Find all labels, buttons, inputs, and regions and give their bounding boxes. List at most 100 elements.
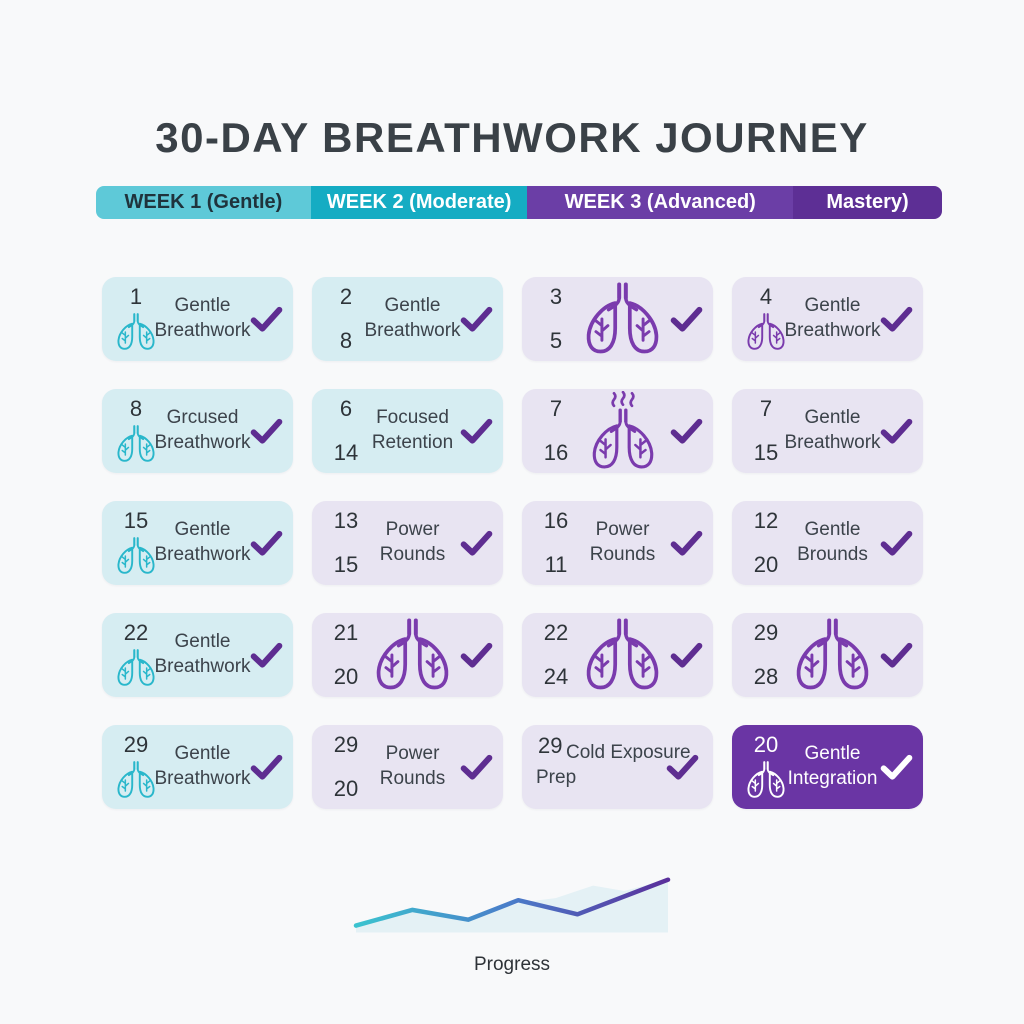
day-number: 29 xyxy=(123,732,149,757)
day-number: 12 xyxy=(753,508,779,533)
day-label: Power Rounds xyxy=(379,743,446,789)
check-icon xyxy=(455,530,493,556)
day-card: 12 20 Gentle Brounds xyxy=(732,501,923,585)
check-icon xyxy=(875,754,913,780)
day-label: Gentle Breathwork xyxy=(784,407,881,453)
day-number: 4 xyxy=(759,284,773,309)
day-number: 15 xyxy=(753,440,779,465)
day-label: Power Rounds xyxy=(379,519,446,565)
day-number: 28 xyxy=(753,664,779,689)
lungs-icon xyxy=(117,425,155,462)
progress-label: Progress xyxy=(473,954,551,975)
lungs-icon xyxy=(117,761,155,798)
check-icon xyxy=(455,642,493,668)
day-label: Focused Retention xyxy=(371,407,454,453)
check-icon xyxy=(245,754,283,780)
week-4-header: Mastery) xyxy=(793,186,942,219)
day-card: 22 24 xyxy=(522,613,713,697)
day-number: 20 xyxy=(333,776,359,801)
day-card: 16 11 Power Rounds xyxy=(522,501,713,585)
day-number: 7 xyxy=(759,396,773,421)
day-card: 8 Grcused Breathwork xyxy=(102,389,293,473)
week-1-header: WEEK 1 (Gentle) xyxy=(96,186,311,219)
check-icon xyxy=(666,754,699,780)
lungs-icon xyxy=(586,618,659,690)
day-number: 21 xyxy=(333,620,359,645)
day-label: Power Rounds xyxy=(589,519,656,565)
check-icon xyxy=(665,418,703,444)
progress-chart-svg xyxy=(353,877,671,934)
day-number: 3 xyxy=(549,284,563,309)
day-number: 29 xyxy=(538,733,563,758)
day-label: Gentle Integration xyxy=(787,743,878,789)
lungs-steam-icon xyxy=(587,391,659,472)
day-number: 16 xyxy=(543,508,569,533)
day-card: 4 Gentle Breathwork xyxy=(732,277,923,361)
day-label: Cold Exposure Prep xyxy=(536,742,691,788)
day-card: 29 20 Power Rounds xyxy=(312,725,503,809)
day-card: 21 20 xyxy=(312,613,503,697)
day-card: 15 Gentle Breathwork xyxy=(102,501,293,585)
day-number: 11 xyxy=(544,552,568,577)
lungs-icon xyxy=(586,282,659,354)
day-number: 20 xyxy=(333,664,359,689)
check-icon xyxy=(875,530,913,556)
week-3-header: WEEK 3 (Advanced) xyxy=(527,186,794,219)
day-grid: 1 Gentle Breathwork 2 8 Gentle Breathwork 3 5 4… xyxy=(102,277,923,809)
lungs-icon xyxy=(796,618,869,690)
progress-chart: Progress xyxy=(0,870,1024,976)
check-icon xyxy=(455,306,493,332)
day-number: 8 xyxy=(129,396,143,421)
day-label: Gentle Breathwork xyxy=(154,743,251,789)
day-number: 15 xyxy=(123,508,149,533)
day-card: 1 Gentle Breathwork xyxy=(102,277,293,361)
day-number: 14 xyxy=(333,440,359,465)
check-icon xyxy=(455,754,493,780)
day-card: 2 8 Gentle Breathwork xyxy=(312,277,503,361)
check-icon xyxy=(245,306,283,332)
day-number: 6 xyxy=(339,396,353,421)
day-number: 2 xyxy=(339,284,353,309)
day-card: 7 16 xyxy=(522,389,713,473)
day-card: 29 Cold Exposure Prep xyxy=(522,725,713,809)
day-label: Gentle Breathwork xyxy=(364,295,461,341)
day-card: 6 14 Focused Retention xyxy=(312,389,503,473)
day-number: 1 xyxy=(129,284,143,309)
day-card: 22 Gentle Breathwork xyxy=(102,613,293,697)
day-card: 29 Gentle Breathwork xyxy=(102,725,293,809)
check-icon xyxy=(245,642,283,668)
day-label: Gentle Breathwork xyxy=(784,295,881,341)
day-card: 13 15 Power Rounds xyxy=(312,501,503,585)
week-2-header: WEEK 2 (Moderate) xyxy=(310,186,528,219)
day-label: Gentle Breathwork xyxy=(154,295,251,341)
lungs-icon xyxy=(117,649,155,686)
day-label: Gentle Breathwork xyxy=(154,631,251,677)
day-number: 29 xyxy=(333,732,359,757)
day-number: 13 xyxy=(333,508,359,533)
day-label: Grcused Breathwork xyxy=(154,407,251,453)
day-number: 22 xyxy=(123,620,149,645)
check-icon xyxy=(455,418,493,444)
lungs-icon xyxy=(117,537,155,574)
day-card: 29 28 xyxy=(732,613,923,697)
day-number: 8 xyxy=(339,328,353,353)
page-title: 30-DAY BREATHWORK JOURNEY xyxy=(155,114,869,162)
check-icon xyxy=(875,642,913,668)
day-number: 24 xyxy=(543,664,569,689)
day-number: 7 xyxy=(549,396,563,421)
day-number: 29 xyxy=(753,620,779,645)
day-number: 5 xyxy=(549,328,563,353)
day-label: Gentle Brounds xyxy=(797,519,868,565)
day-number: 20 xyxy=(753,552,779,577)
check-icon xyxy=(245,418,283,444)
check-icon xyxy=(245,530,283,556)
day-card: 20 Gentle Integration xyxy=(732,725,923,809)
day-number: 16 xyxy=(543,440,569,465)
check-icon xyxy=(665,306,703,332)
day-card: 7 15 Gentle Breathwork xyxy=(732,389,923,473)
lungs-icon xyxy=(747,313,785,350)
lungs-icon xyxy=(117,313,155,350)
lungs-icon xyxy=(747,761,785,798)
